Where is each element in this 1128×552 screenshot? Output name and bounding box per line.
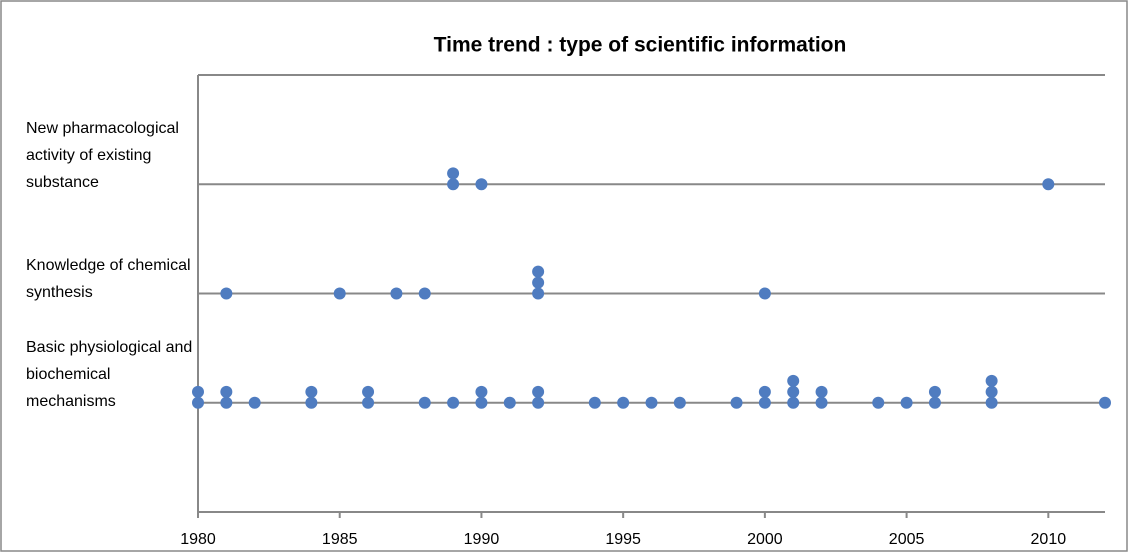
data-point <box>305 385 318 398</box>
data-point <box>985 374 998 387</box>
data-point <box>730 396 743 409</box>
x-tick-label: 1995 <box>605 531 641 548</box>
data-point <box>900 396 913 409</box>
data-point <box>532 276 545 289</box>
data-point <box>928 396 941 409</box>
data-point <box>362 396 375 409</box>
data-point <box>532 385 545 398</box>
data-point <box>333 287 346 300</box>
data-point <box>1042 178 1055 191</box>
data-point <box>532 265 545 278</box>
y-tick-label: Basic physiological and biochemical mech… <box>26 338 193 410</box>
data-point <box>192 396 204 409</box>
data-point <box>220 287 233 300</box>
data-point <box>787 396 800 409</box>
x-tick-label: 1980 <box>180 531 216 548</box>
x-tick-label: 2010 <box>1031 531 1067 548</box>
data-point <box>305 396 318 409</box>
data-point <box>815 385 828 398</box>
data-point <box>532 396 545 409</box>
data-point <box>220 385 233 398</box>
data-point <box>475 178 488 191</box>
x-tick-label: 2005 <box>889 531 925 548</box>
data-point <box>872 396 885 409</box>
data-point <box>418 287 431 300</box>
data-point <box>447 396 460 409</box>
data-point <box>418 396 431 409</box>
data-point <box>815 396 828 409</box>
data-point <box>985 385 998 398</box>
data-point <box>503 396 516 409</box>
y-tick-label: Knowledge of chemical synthesis <box>26 256 191 301</box>
data-point <box>475 396 488 409</box>
data-point <box>758 287 771 300</box>
data-point <box>787 385 800 398</box>
data-point <box>220 396 233 409</box>
data-point <box>645 396 658 409</box>
data-point <box>248 396 261 409</box>
x-tick-label: 1985 <box>322 531 358 548</box>
x-tick-label: 1990 <box>464 531 500 548</box>
x-tick-label: 2000 <box>747 531 783 548</box>
data-point <box>787 374 800 387</box>
data-point <box>588 396 601 409</box>
data-point <box>447 167 460 180</box>
y-tick-label: New pharmacological activity of existing… <box>26 120 179 192</box>
data-point <box>1099 396 1111 409</box>
data-point <box>928 385 941 398</box>
data-point <box>758 385 771 398</box>
data-point <box>475 385 488 398</box>
data-point <box>673 396 686 409</box>
data-point <box>985 396 998 409</box>
data-point <box>390 287 403 300</box>
data-point <box>362 385 375 398</box>
data-point <box>447 178 460 191</box>
data-point <box>532 287 545 300</box>
data-point <box>758 396 771 409</box>
data-point <box>192 385 204 398</box>
data-point <box>617 396 630 409</box>
chart-title: Time trend : type of scientific informat… <box>434 34 847 57</box>
